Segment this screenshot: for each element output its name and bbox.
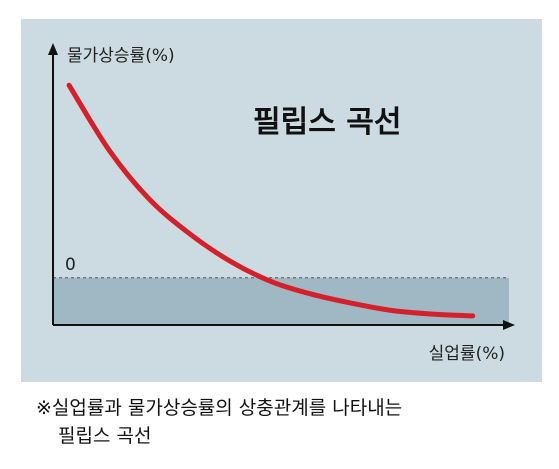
zero-tick-label: 0 [65,255,76,275]
caption-line-1: ※실업률과 물가상승률의 상충관계를 나타내는 [36,397,403,419]
y-axis-label: 물가상승률(%) [67,46,175,66]
x-axis-label: 실업률(%) [429,344,505,364]
figure-caption: ※실업률과 물가상승률의 상충관계를 나타내는 필립스 곡선 [36,394,536,450]
chart-panel: 0 물가상승률(%) 실업률(%) 필립스 곡선 [21,19,542,382]
x-axis-arrow-icon [503,320,515,330]
chart-title: 필립스 곡선 [253,105,401,140]
phillips-curve-line [66,82,476,319]
caption-line-2: 필립스 곡선 [58,425,152,447]
y-axis-arrow-icon [48,43,58,55]
phillips-curve-chart: 0 물가상승률(%) 실업률(%) 필립스 곡선 [48,43,515,364]
